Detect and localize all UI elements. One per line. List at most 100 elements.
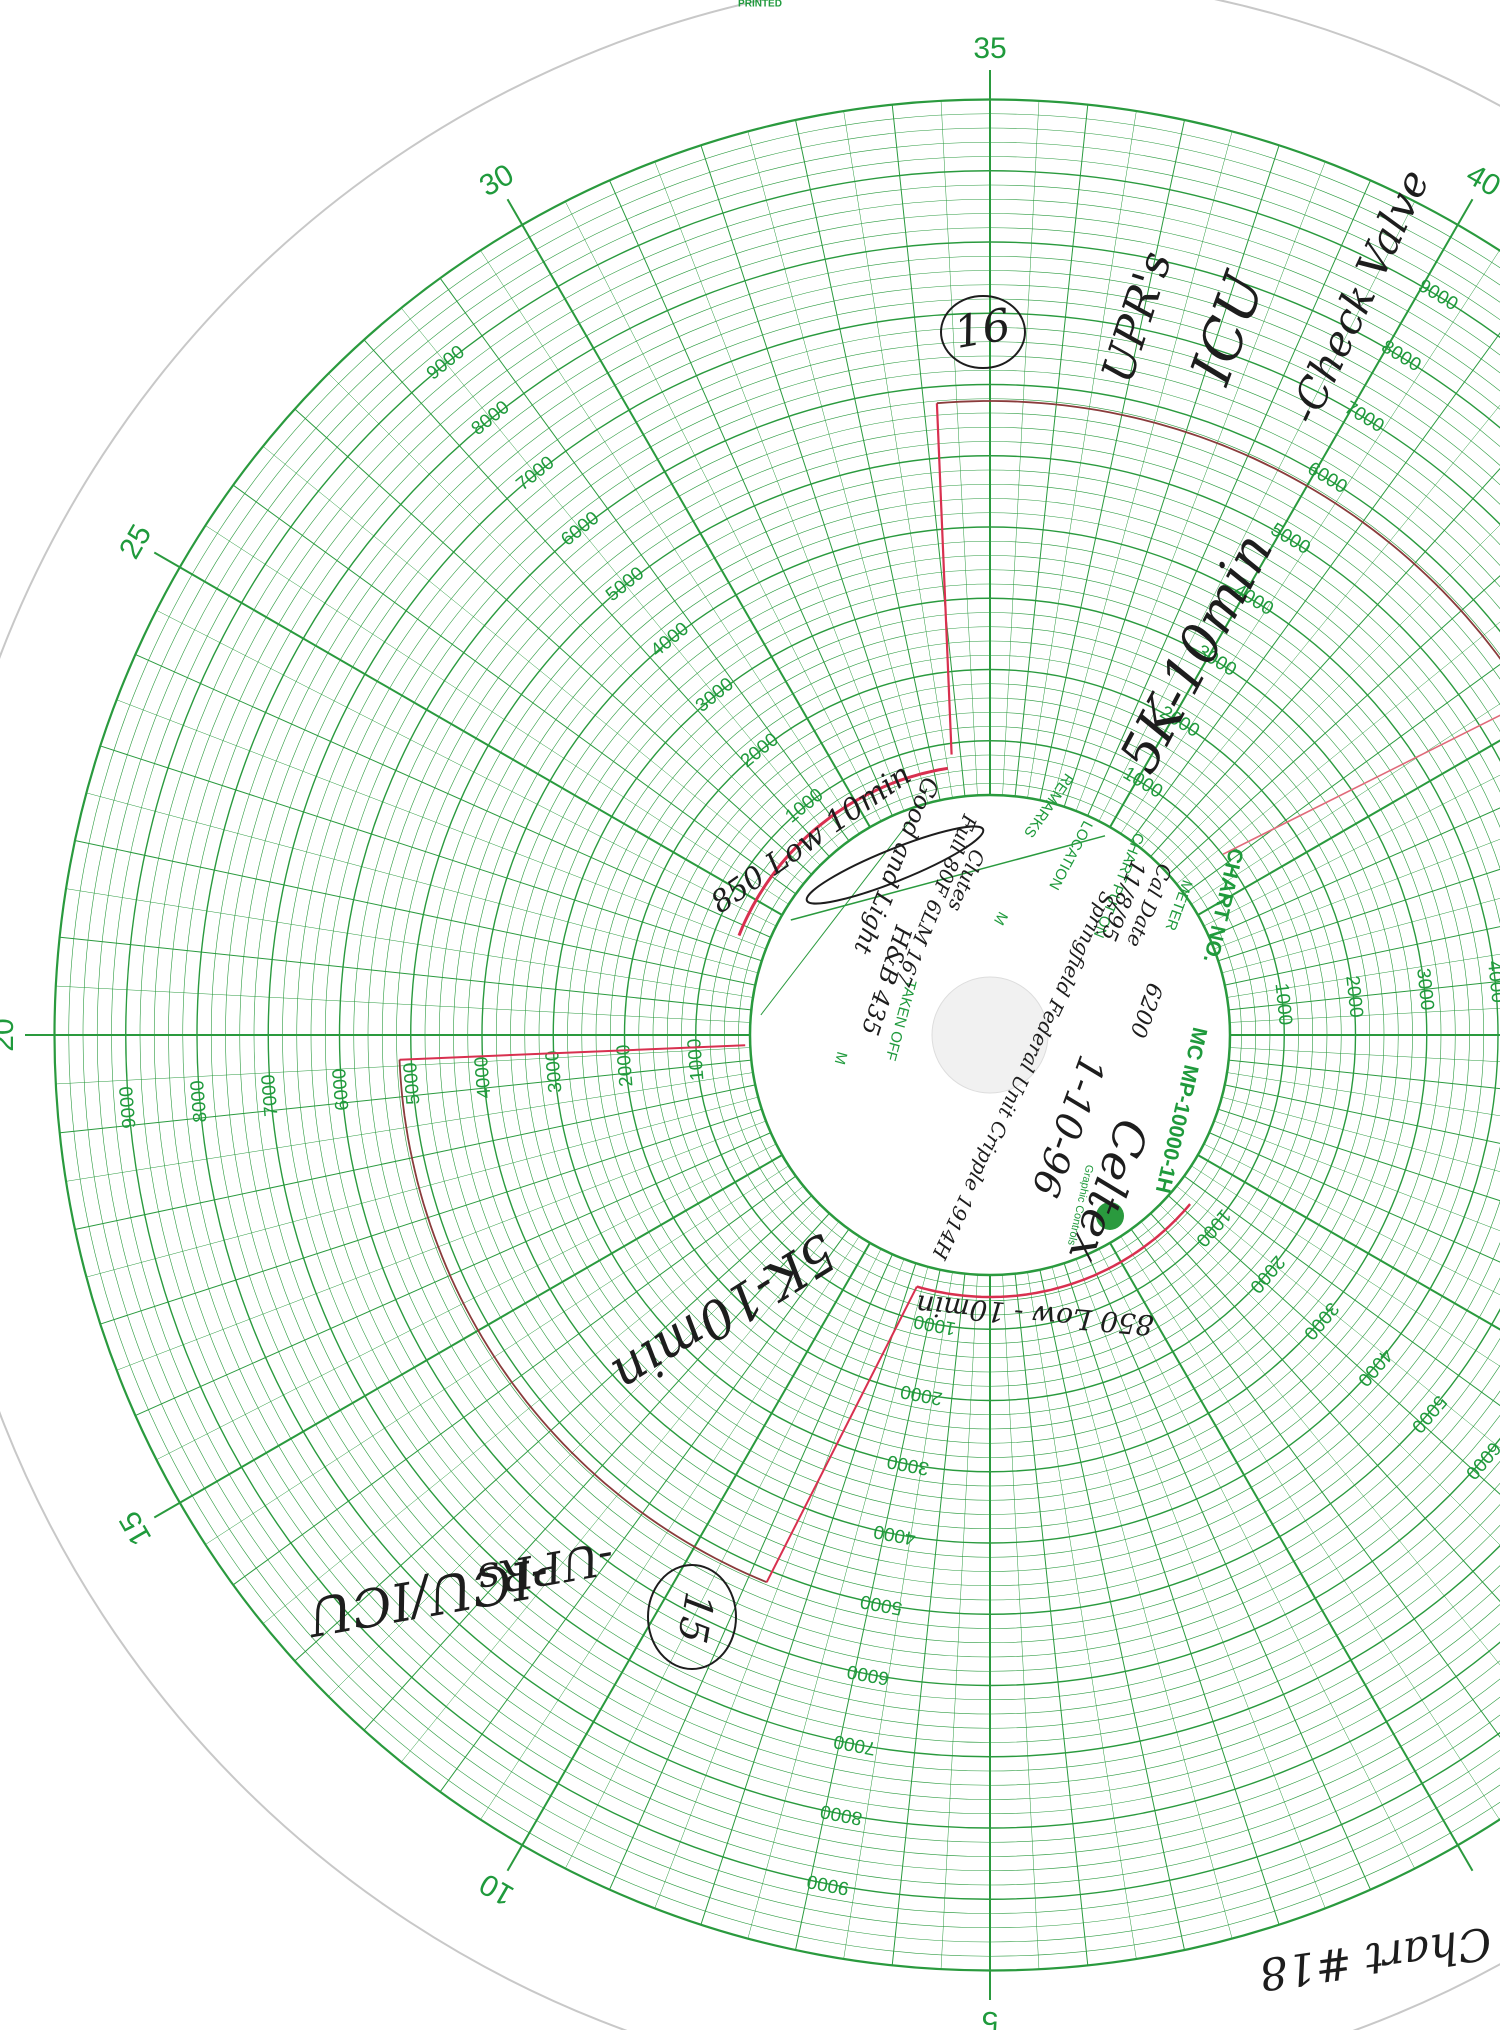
circle-mark xyxy=(647,1564,737,1670)
minor-spoke xyxy=(565,1248,882,1869)
minor-spoke xyxy=(1087,1254,1371,1890)
time-label: 35 xyxy=(973,32,1006,65)
minor-spoke xyxy=(1203,774,1500,927)
minor-spoke xyxy=(891,105,966,797)
minor-spoke xyxy=(1027,111,1137,798)
time-label: 5 xyxy=(982,2005,999,2030)
minor-spoke xyxy=(75,840,756,986)
grid xyxy=(25,70,1500,2000)
minor-spoke xyxy=(1098,201,1415,822)
minor-spoke xyxy=(1191,1165,1500,1367)
minor-spoke xyxy=(700,1263,917,1925)
minor-spoke xyxy=(654,1258,905,1908)
scale-label: 1000 xyxy=(684,1038,708,1082)
minor-spoke xyxy=(1213,1120,1500,1232)
minor-spoke xyxy=(135,654,771,938)
minor-spoke xyxy=(205,525,789,905)
time-label: 20 xyxy=(0,1018,20,1051)
minor-spoke xyxy=(135,1132,771,1416)
minor-spoke xyxy=(100,1108,762,1325)
minor-spoke xyxy=(86,792,759,974)
minor-spoke xyxy=(700,145,917,807)
minor-spoke xyxy=(1197,1154,1500,1331)
pen-trace xyxy=(399,1044,746,1061)
hub-rule xyxy=(790,835,1106,921)
scale-label: 4000 xyxy=(471,1056,495,1100)
minor-spoke xyxy=(480,1236,860,1820)
minor-spoke xyxy=(56,985,751,1023)
scribble xyxy=(805,825,985,905)
minor-spoke xyxy=(1002,1274,1040,1969)
minor-spoke xyxy=(747,131,929,804)
minor-spoke xyxy=(1120,250,1500,834)
minor-spoke xyxy=(1176,1185,1500,1449)
minor-spoke xyxy=(843,111,953,798)
minor-spoke xyxy=(1203,1143,1500,1296)
handwriting: 15 xyxy=(668,1588,722,1646)
minor-spoke xyxy=(1168,1195,1500,1495)
minor-spoke xyxy=(156,1143,777,1460)
minor-spoke xyxy=(1130,332,1500,842)
hub-label: M xyxy=(831,1050,851,1066)
minor-spoke xyxy=(263,1185,804,1624)
minor-spoke xyxy=(1120,1236,1500,1820)
minor-spoke xyxy=(1209,1132,1500,1263)
scale-label: 3000 xyxy=(542,1050,566,1094)
minor-spoke xyxy=(1221,898,1500,974)
minor-spoke xyxy=(401,1221,840,1762)
pen-trace xyxy=(936,400,1500,660)
minor-spoke xyxy=(1063,145,1280,807)
minor-spoke xyxy=(891,1273,966,1965)
minor-spoke xyxy=(1130,1228,1500,1738)
minor-spoke xyxy=(1228,980,1500,1011)
minor-spoke xyxy=(363,1213,830,1731)
minor-spoke xyxy=(654,162,905,812)
minor-spoke xyxy=(100,745,762,962)
minor-spoke xyxy=(263,446,804,885)
minor-spoke xyxy=(233,485,797,895)
minor-spoke xyxy=(1191,703,1500,905)
minor-spoke xyxy=(1197,739,1500,916)
time-grid-line xyxy=(153,1154,783,1519)
scale-label: 3000 xyxy=(1412,967,1437,1011)
pen-trace xyxy=(737,766,949,937)
scale-label: 8000 xyxy=(187,1079,211,1123)
minor-spoke xyxy=(1221,1096,1500,1172)
minor-spoke xyxy=(843,1272,953,1959)
minor-spoke xyxy=(1014,105,1089,797)
pen-trace xyxy=(398,1059,768,1584)
scale-label: 1000 xyxy=(1270,982,1295,1026)
minor-spoke xyxy=(1027,1272,1137,1959)
circle-mark xyxy=(940,295,1026,369)
scale-label: 9000 xyxy=(116,1085,140,1129)
scale-label: 6000 xyxy=(329,1068,353,1112)
minor-spoke xyxy=(1229,1047,1500,1062)
minor-spoke xyxy=(565,201,882,822)
minor-spoke xyxy=(609,180,893,816)
pen-trace xyxy=(916,1203,1192,1299)
scale-label: 4000 xyxy=(1483,960,1500,1004)
minor-spoke xyxy=(60,1059,752,1134)
minor-spoke xyxy=(1224,1084,1500,1144)
minor-spoke xyxy=(1075,162,1326,812)
minor-spoke xyxy=(1039,1269,1185,1950)
minor-spoke xyxy=(1209,807,1500,938)
minor-spoke xyxy=(747,1266,929,1939)
time-grid-line xyxy=(1109,198,1474,828)
minor-spoke xyxy=(1087,180,1371,816)
minor-spoke xyxy=(795,120,941,801)
time-grid-line xyxy=(506,1242,871,1872)
minor-spoke xyxy=(1140,404,1500,849)
minor-spoke xyxy=(1218,868,1500,962)
handwriting: 16 xyxy=(950,299,1014,359)
minor-spoke xyxy=(117,699,767,950)
minor-spoke xyxy=(1227,953,1500,998)
pen-trace xyxy=(935,403,953,755)
minor-spoke xyxy=(1224,926,1500,986)
minor-spoke xyxy=(75,1084,756,1230)
scale-label: 5000 xyxy=(400,1062,424,1106)
minor-spoke xyxy=(1150,467,1500,857)
minor-spoke xyxy=(440,1228,850,1792)
minor-spoke xyxy=(328,1204,821,1697)
